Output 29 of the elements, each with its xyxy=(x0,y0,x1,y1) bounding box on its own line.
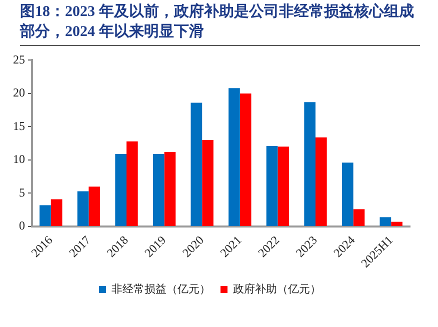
bar xyxy=(50,199,62,226)
bar xyxy=(88,186,100,226)
bar xyxy=(115,154,126,226)
bar xyxy=(278,146,290,226)
bar xyxy=(126,141,138,226)
y-tick-label: 25 xyxy=(13,52,25,66)
bar xyxy=(228,88,240,226)
bar xyxy=(266,146,278,226)
y-tick-label: 10 xyxy=(13,152,25,166)
y-tick-label: 20 xyxy=(13,86,25,100)
bar xyxy=(190,102,202,226)
y-tick-label: 5 xyxy=(19,185,25,200)
y-tick-label: 15 xyxy=(13,118,25,133)
bar xyxy=(304,102,316,226)
bar xyxy=(40,205,51,226)
bar xyxy=(342,162,354,226)
bar xyxy=(164,152,176,226)
bar xyxy=(77,191,89,226)
legend-label: 政府补助（亿元） xyxy=(233,282,321,296)
bar xyxy=(391,222,402,226)
bar xyxy=(202,140,214,226)
bar xyxy=(152,154,164,226)
bar xyxy=(240,93,252,226)
legend-label: 非经常损益（亿元） xyxy=(112,282,210,296)
bar xyxy=(353,209,365,226)
bar xyxy=(380,217,392,226)
chart-title: 图18：2023 年及以前，政府补助是公司非经常损益核心组成部分，2024 年以来明显下滑 xyxy=(20,2,420,46)
y-tick-label: 0 xyxy=(19,218,25,233)
bar xyxy=(316,137,327,226)
